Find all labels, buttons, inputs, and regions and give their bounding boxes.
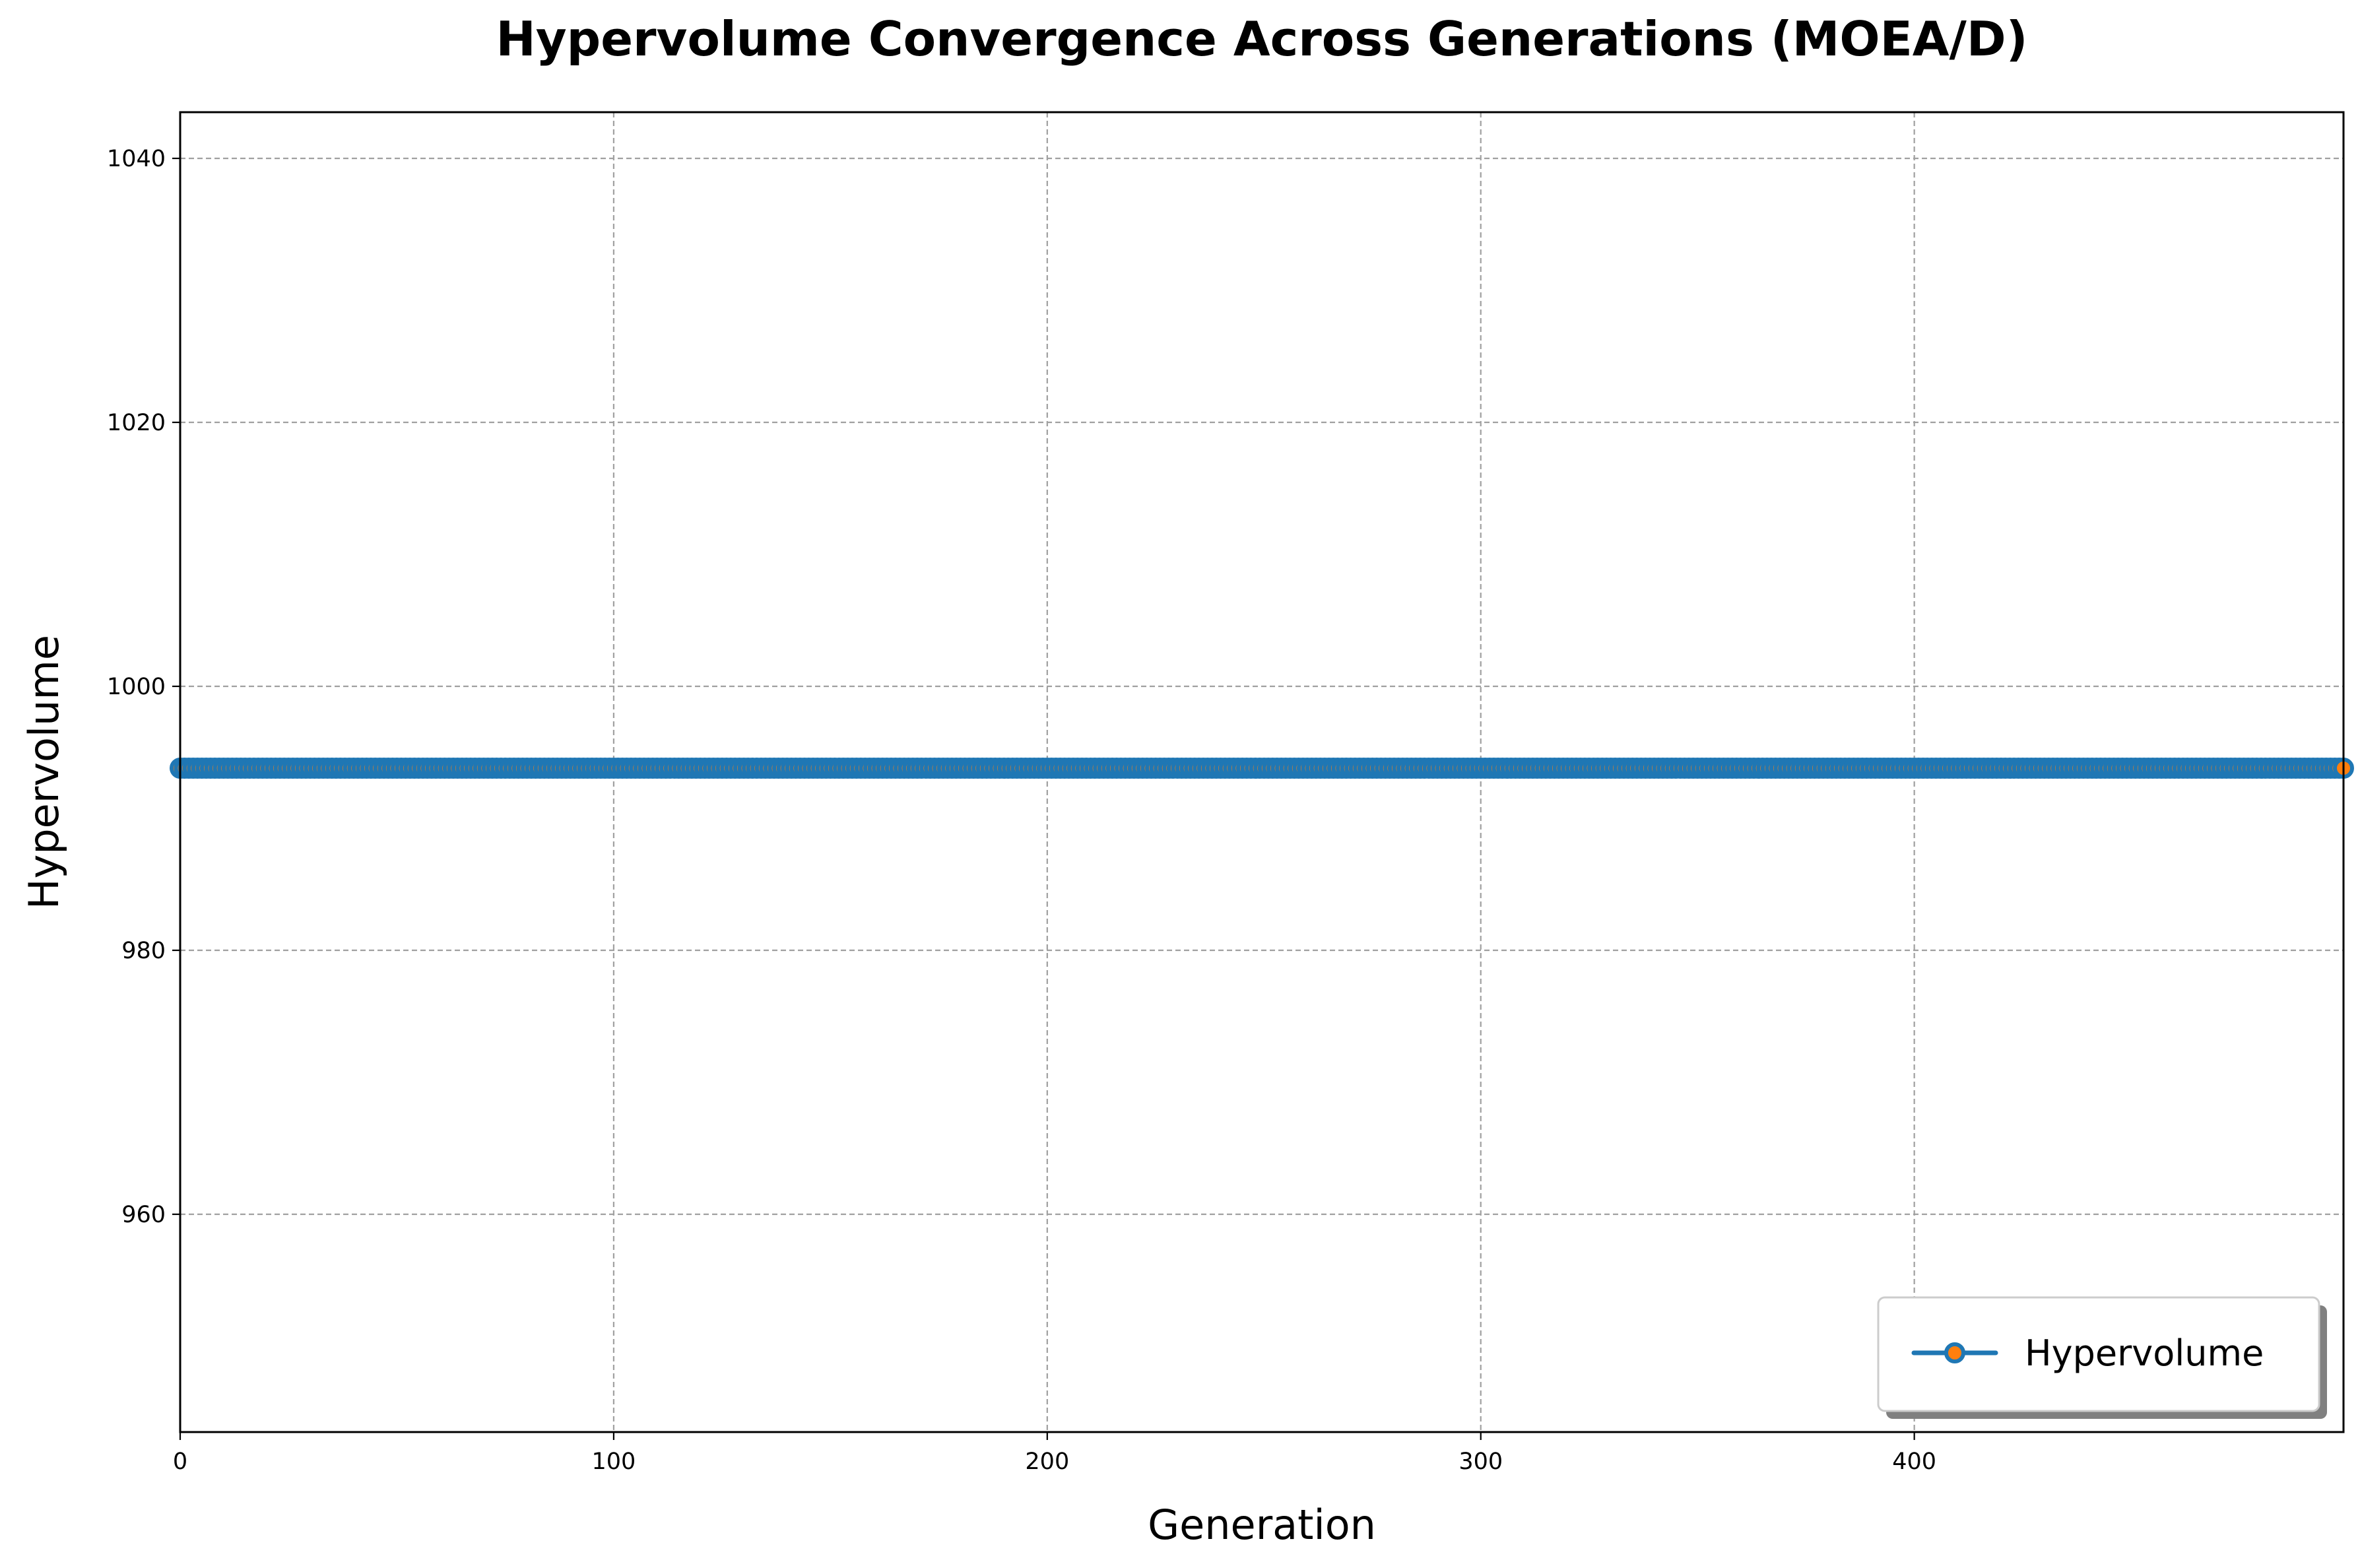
legend-marker [1944, 1342, 1965, 1363]
x-tick-label: 100 [592, 1449, 636, 1475]
legend: Hypervolume [1877, 1296, 2327, 1419]
y-axis-label: Hypervolume [20, 635, 68, 909]
x-tick-label: 200 [1025, 1449, 1069, 1475]
y-tick-label: 1020 [107, 410, 166, 436]
series-markers-0 [170, 758, 2354, 779]
legend-box [1877, 1296, 2320, 1412]
plot-frame [179, 111, 2345, 1433]
y-tick-label: 1040 [107, 146, 166, 172]
x-axis-label: Generation [1148, 1501, 1376, 1549]
legend-label-hypervolume: Hypervolume [2025, 1332, 2264, 1374]
chart-title: Hypervolume Convergence Across Generatio… [496, 11, 2027, 67]
x-tick-label: 300 [1459, 1449, 1503, 1475]
y-tick-label: 1000 [107, 674, 166, 700]
y-tick-label: 960 [121, 1202, 166, 1228]
axis-ticks: 0 100 200 300 400 960 980 1000 1020 1040 [107, 146, 1936, 1475]
grid [180, 112, 2344, 1432]
x-tick-label: 400 [1892, 1449, 1936, 1475]
series-layer [170, 758, 2354, 779]
x-tick-label: 0 [173, 1449, 187, 1475]
y-tick-label: 980 [121, 938, 166, 964]
